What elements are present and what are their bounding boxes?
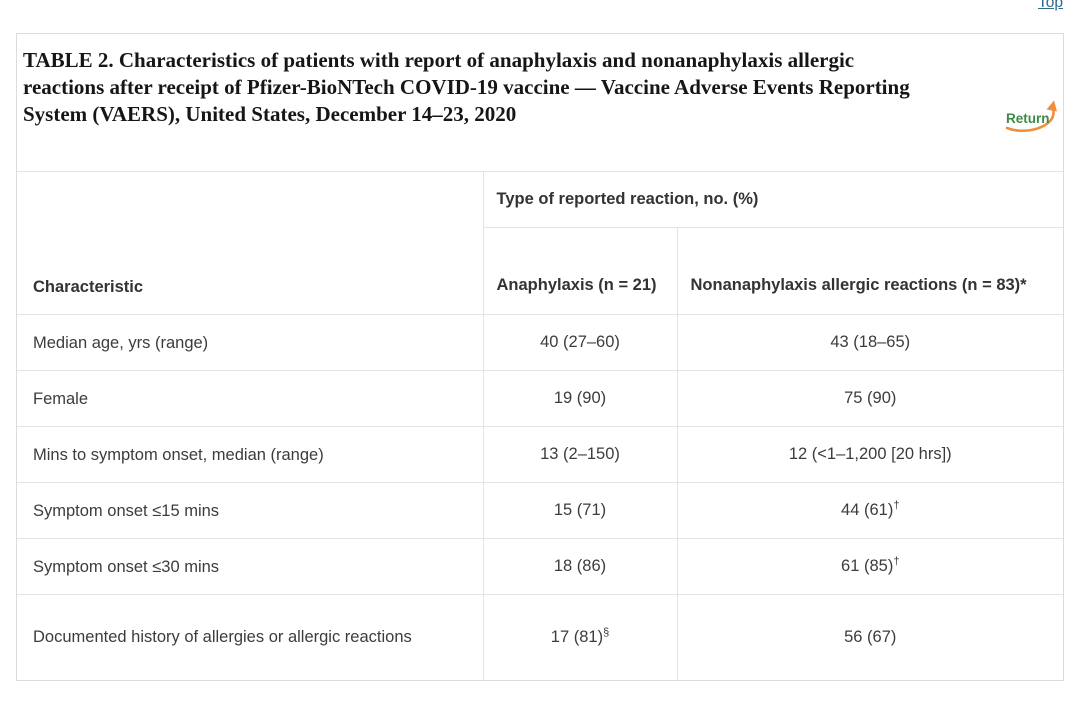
nonanaphylaxis-value: 44 (61) [841, 501, 894, 519]
anaphylaxis-value-cell: 18 (86) [482, 538, 677, 595]
anaphylaxis-value: 17 (81) [550, 627, 604, 646]
nonanaphylaxis-value-cell: 75 (90) [676, 370, 1063, 427]
nonanaphylaxis-value-cell: 43 (18–65) [676, 314, 1063, 371]
footnote-marker: † [893, 555, 900, 568]
row-label-cell: Symptom onset ≤15 mins [17, 482, 483, 539]
column-header-characteristic: Characteristic [17, 171, 483, 315]
nonanaphylaxis-value-cell: 12 (<1–1,200 [20 hrs]) [676, 426, 1063, 483]
row-label: Symptom onset ≤15 mins [33, 501, 220, 520]
row-label: Documented history of allergies or aller… [33, 628, 412, 647]
anaphylaxis-value: 19 (90) [553, 389, 607, 407]
row-label-cell: Median age, yrs (range) [17, 314, 483, 371]
table-body: Median age, yrs (range) 40 (27–60) 43 (1… [17, 314, 1063, 680]
table-title-line: System (VAERS), United States, December … [23, 102, 517, 126]
return-button[interactable]: Return [1003, 98, 1059, 136]
anaphylaxis-value: 40 (27–60) [540, 333, 620, 351]
top-link[interactable]: Top [1038, 0, 1063, 11]
anaphylaxis-value: 18 (86) [553, 557, 607, 575]
nonanaphylaxis-value-cell: 56 (67) [676, 594, 1063, 680]
nonanaphylaxis-value-cell: 44 (61)† [676, 482, 1063, 539]
characteristics-table: Characteristic Type of reported reaction… [17, 171, 1063, 680]
anaphylaxis-value: 15 (71) [553, 501, 607, 519]
footnote-marker: § [603, 626, 610, 639]
table-title-line: reactions after receipt of Pfizer-BioNTe… [23, 75, 910, 99]
anaphylaxis-value-cell: 17 (81)§ [482, 594, 677, 680]
column-header-reaction-type: Type of reported reaction, no. (%) [482, 171, 1063, 228]
nonanaphylaxis-value-cell: 61 (85)† [676, 538, 1063, 595]
table-row: Female 19 (90) 75 (90) [17, 370, 1063, 427]
table-title-line: TABLE 2. Characteristics of patients wit… [23, 48, 855, 72]
table-row: Median age, yrs (range) 40 (27–60) 43 (1… [17, 314, 1063, 371]
table-card: TABLE 2. Characteristics of patients wit… [16, 33, 1064, 681]
anaphylaxis-value-cell: 19 (90) [482, 370, 677, 427]
nonanaphylaxis-value: 61 (85) [841, 557, 894, 575]
span-header-row: Characteristic Type of reported reaction… [17, 171, 1063, 315]
column-header-nonanaphylaxis: Nonanaphylaxis allergic reactions (n = 8… [676, 227, 1063, 315]
svg-text:Return: Return [1006, 111, 1050, 126]
footnote-marker: † [893, 499, 900, 512]
anaphylaxis-value: 13 (2–150) [540, 445, 620, 463]
table-row: Documented history of allergies or aller… [17, 594, 1063, 680]
nonanaphylaxis-value: 43 (18–65) [830, 333, 911, 351]
table-row: Symptom onset ≤30 mins 18 (86) 61 (85)† [17, 538, 1063, 595]
column-header-anaphylaxis: Anaphylaxis (n = 21) [482, 227, 677, 315]
row-label: Symptom onset ≤30 mins [33, 557, 220, 576]
anaphylaxis-value-cell: 40 (27–60) [482, 314, 677, 371]
row-label-cell: Symptom onset ≤30 mins [17, 538, 483, 595]
table-title: TABLE 2. Characteristics of patients wit… [23, 47, 993, 128]
sub-header-row: Anaphylaxis (n = 21) Nonanaphylaxis alle… [17, 227, 1063, 315]
row-label-cell: Mins to symptom onset, median (range) [17, 426, 483, 483]
anaphylaxis-value-cell: 15 (71) [482, 482, 677, 539]
table-row: Mins to symptom onset, median (range) 13… [17, 426, 1063, 483]
table-row: Symptom onset ≤15 mins 15 (71) 44 (61)† [17, 482, 1063, 539]
nonanaphylaxis-value: 75 (90) [844, 389, 897, 407]
row-label: Median age, yrs (range) [33, 333, 209, 352]
nonanaphylaxis-value: 12 (<1–1,200 [20 hrs]) [788, 445, 952, 463]
row-label: Female [33, 389, 89, 408]
row-label-cell: Documented history of allergies or aller… [17, 595, 483, 680]
return-arrow-icon: Return [1005, 100, 1057, 133]
table-header-block: TABLE 2. Characteristics of patients wit… [17, 34, 1063, 171]
anaphylaxis-value-cell: 13 (2–150) [482, 426, 677, 483]
nonanaphylaxis-value: 56 (67) [844, 627, 897, 646]
row-label: Mins to symptom onset, median (range) [33, 445, 324, 464]
row-label-cell: Female [17, 370, 483, 427]
